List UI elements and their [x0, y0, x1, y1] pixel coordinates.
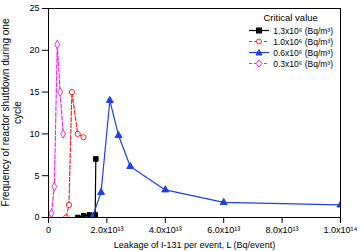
svg-text:2.0x10¹³: 2.0x10¹³ [90, 225, 123, 235]
svg-text:15: 15 [29, 87, 39, 97]
svg-text:8.0x10¹³: 8.0x10¹³ [266, 225, 299, 235]
svg-text:0: 0 [46, 225, 51, 235]
svg-text:5: 5 [34, 171, 39, 181]
html-text:0.6x10⁶ (Bq/m³): 0.6x10⁶ (Bq/m³) [273, 47, 333, 58]
html-text:0.3x10⁶ (Bq/m³): 0.3x10⁶ (Bq/m³) [273, 58, 333, 69]
svg-text:20: 20 [29, 45, 39, 55]
svg-text:25: 25 [29, 3, 39, 13]
svg-text:Leakage of I-131 per event, L: Leakage of I-131 per event, L (Bq/event) [114, 240, 275, 250]
svg-text:6.0x10¹³: 6.0x10¹³ [207, 225, 240, 235]
html-text:1.3x10⁶ (Bq/m³): 1.3x10⁶ (Bq/m³) [273, 25, 333, 36]
html-text:1.0x10⁶ (Bq/m³): 1.0x10⁶ (Bq/m³) [273, 36, 333, 47]
html-text:Frequency of reactor shutdown: Frequency of reactor shutdown during one… [0, 18, 23, 207]
html-text:Critical value: Critical value [263, 12, 318, 23]
svg-text:0: 0 [34, 212, 39, 222]
svg-text:4.0x10¹³: 4.0x10¹³ [149, 225, 182, 235]
svg-text:1.0x10¹⁴: 1.0x10¹⁴ [324, 225, 358, 235]
svg-text:10: 10 [29, 129, 39, 139]
